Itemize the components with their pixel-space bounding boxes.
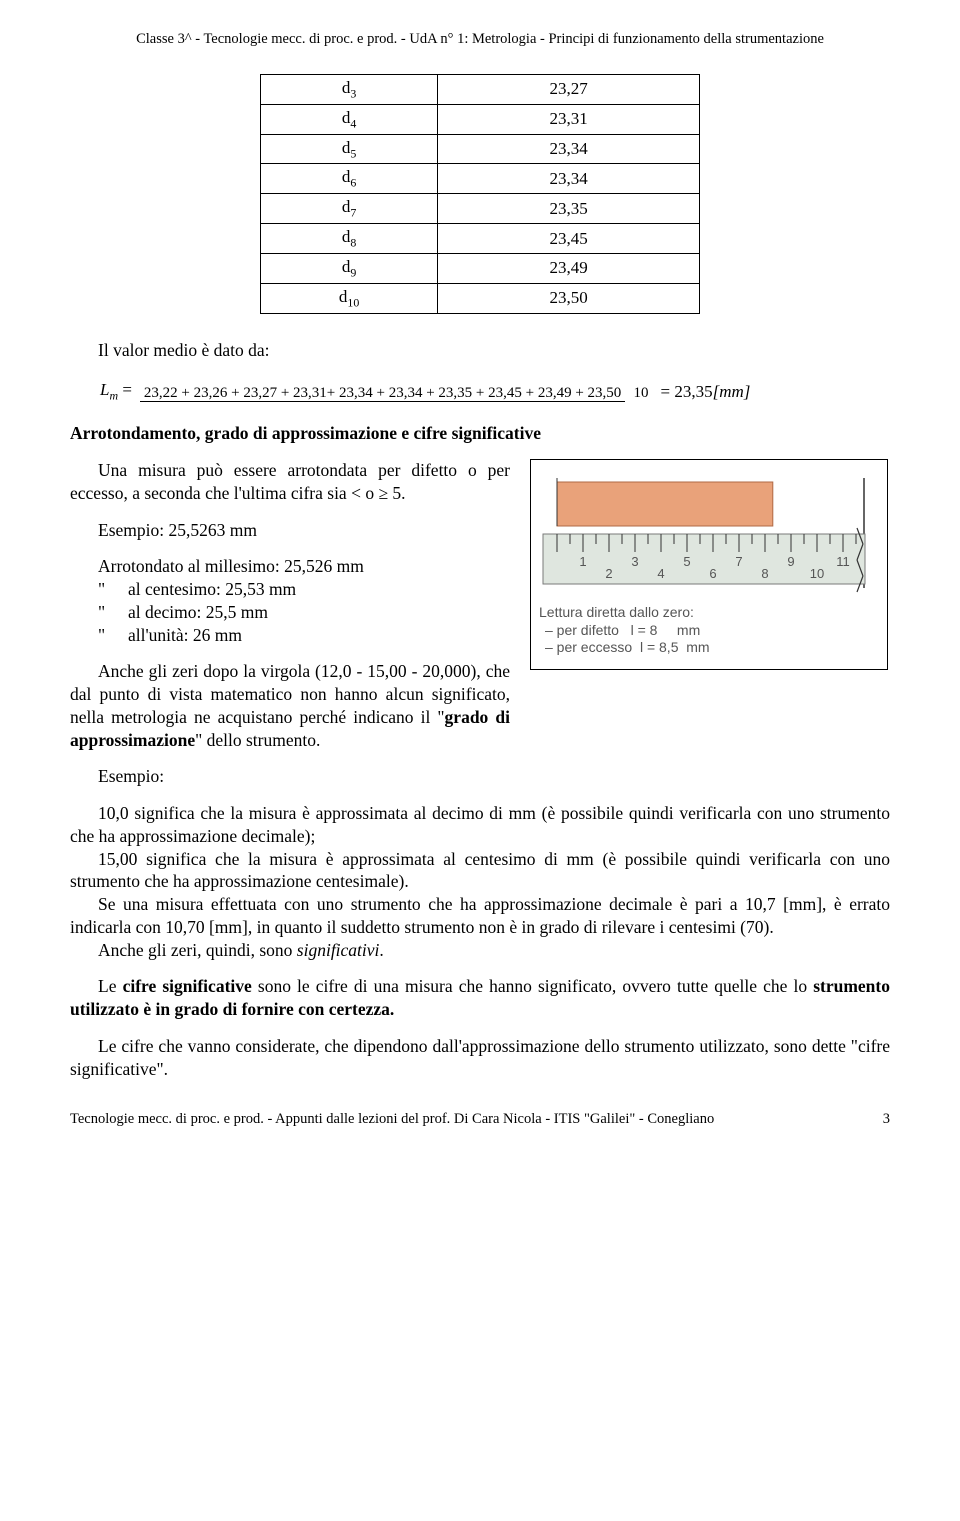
table-row: d323,27 [261,74,700,104]
left-column: Una misura può essere arrotondata per di… [70,459,510,751]
table-cell: 23,35 [438,194,700,224]
right-column: 1 2 3 4 5 6 7 8 9 10 11 Lettura diretta dallo zero… [530,459,890,670]
section-heading: Arrotondamento, grado di approssimazione… [70,422,890,445]
text-italic: significativi [297,940,380,960]
table-cell: 23,50 [438,283,700,313]
paragraph: Il valor medio è dato da: [70,339,890,362]
svg-text:6: 6 [709,566,716,581]
text: Le [98,976,123,996]
table-cell: 23,45 [438,224,700,254]
text: " dello strumento. [195,730,320,750]
svg-text:10: 10 [810,566,824,581]
svg-text:9: 9 [787,554,794,569]
table-row: d1023,50 [261,283,700,313]
table-row: d423,31 [261,104,700,134]
rounding-list: Arrotondato al millesimo: 25,526 mm "al … [98,555,510,646]
ruler-graphic: 1 2 3 4 5 6 7 8 9 10 11 [539,474,879,594]
table-cell: 23,34 [438,164,700,194]
svg-text:11: 11 [836,554,850,569]
table-cell: d10 [261,283,438,313]
text: – per difetto [545,622,619,638]
text: l = 8 [631,622,658,638]
formula-sub: m [109,389,118,403]
text: 15,00 significa che la misura è approssi… [70,849,890,892]
text: Anche gli zeri, quindi, sono [98,940,297,960]
paragraph: Le cifre significative sono le cifre di … [70,975,890,1021]
text: mm [677,622,700,638]
svg-text:4: 4 [657,566,664,581]
ruler-svg: 1 2 3 4 5 6 7 8 9 10 11 [539,474,869,594]
table-row: d823,45 [261,224,700,254]
table-cell: 23,34 [438,134,700,164]
table-cell: 23,27 [438,74,700,104]
page-footer: Tecnologie mecc. di proc. e prod. - Appu… [70,1110,890,1129]
svg-text:2: 2 [605,566,612,581]
table-cell: d5 [261,134,438,164]
formula-num: 23,22 + 23,26 + 23,27 + 23,31+ 23,34 + 2… [140,385,625,402]
table-cell: d8 [261,224,438,254]
paragraph: Anche gli zeri, quindi, sono significati… [70,939,890,962]
formula: Lm = 23,22 + 23,26 + 23,27 + 23,31+ 23,3… [100,379,890,404]
data-table: d323,27d423,31d523,34d623,34d723,35d823,… [260,74,700,314]
page-number: 3 [883,1110,890,1129]
table-row: d923,49 [261,254,700,284]
svg-text:1: 1 [579,554,586,569]
text: . [379,940,383,960]
table-cell: d9 [261,254,438,284]
text: Se una misura effettuata con uno strumen… [70,894,890,937]
text: sono le cifre di una misura che hanno si… [252,976,813,996]
formula-unit: [mm] [713,382,751,401]
text: 10,0 significa che la misura è approssim… [70,803,890,846]
list-item: all'unità: 26 mm [128,624,242,647]
table-row: d623,34 [261,164,700,194]
paragraph: Una misura può essere arrotondata per di… [70,459,510,505]
table-row: d523,34 [261,134,700,164]
figure-caption: Lettura diretta dallo zero: [539,604,879,622]
page-header: Classe 3^ - Tecnologie mecc. di proc. e … [70,30,890,49]
table-cell: d7 [261,194,438,224]
paragraph: 10,0 significa che la misura è approssim… [70,802,890,848]
ditto-mark: " [98,601,128,624]
paragraph: Se una misura effettuata con uno strumen… [70,893,890,939]
paragraph: Esempio: 25,5263 mm [70,519,510,542]
fraction: 23,22 + 23,26 + 23,27 + 23,31+ 23,34 + 2… [140,381,653,404]
table-row: d723,35 [261,194,700,224]
table-cell: 23,31 [438,104,700,134]
list-item: al centesimo: 25,53 mm [128,578,296,601]
svg-text:8: 8 [761,566,768,581]
text-bold: cifre significative [123,976,252,996]
table-cell: 23,49 [438,254,700,284]
formula-den: 10 [630,385,653,401]
list-item: al decimo: 25,5 mm [128,601,268,624]
paragraph: 15,00 significa che la misura è approssi… [70,848,890,894]
formula-eq: = [118,380,132,399]
figure-ruler: 1 2 3 4 5 6 7 8 9 10 11 Lettura diretta dallo zero… [530,459,888,670]
page: Classe 3^ - Tecnologie mecc. di proc. e … [0,0,960,1149]
table-cell: d3 [261,74,438,104]
paragraph: Anche gli zeri dopo la virgola (12,0 - 1… [70,660,510,751]
formula-result: = 23,35 [661,382,713,401]
text: l = 8,5 [640,639,679,655]
text: – per eccesso [545,639,632,655]
two-column-section: Una misura può essere arrotondata per di… [70,459,890,751]
paragraph: Esempio: [70,765,890,788]
svg-text:5: 5 [683,554,690,569]
text: mm [686,639,709,655]
paragraph: Le cifre che vanno considerate, che dipe… [70,1035,890,1081]
svg-text:3: 3 [631,554,638,569]
list-item: Arrotondato al millesimo: 25,526 mm [98,555,510,578]
figure-line: – per difetto l = 8 mm [545,622,879,640]
table-cell: d4 [261,104,438,134]
footer-text: Tecnologie mecc. di proc. e prod. - Appu… [70,1110,714,1129]
table-cell: d6 [261,164,438,194]
ditto-mark: " [98,578,128,601]
svg-text:7: 7 [735,554,742,569]
figure-line: – per eccesso l = 8,5 mm [545,639,879,657]
text: Le cifre che vanno considerate, che dipe… [70,1036,890,1079]
ditto-mark: " [98,624,128,647]
